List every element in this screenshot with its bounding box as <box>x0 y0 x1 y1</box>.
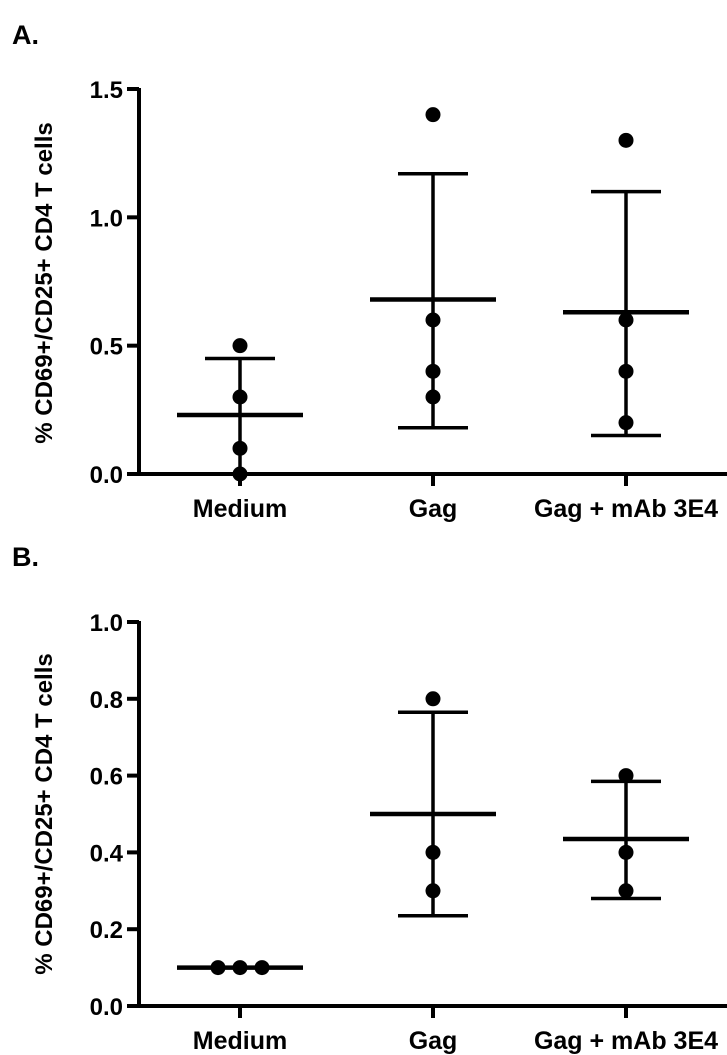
y-tick-label: 1.0 <box>90 205 123 232</box>
x-tick-label: Medium <box>193 495 287 523</box>
x-tick-label: Gag + mAb 3E4 <box>534 495 718 523</box>
data-point <box>425 312 441 328</box>
y-tick-label: 0.0 <box>90 462 123 489</box>
data-point <box>232 960 248 976</box>
data-point <box>618 883 634 899</box>
data-point <box>618 415 634 431</box>
x-tick-label: Gag + mAb 3E4 <box>534 1027 718 1055</box>
data-point <box>618 312 634 328</box>
data-point <box>618 768 634 784</box>
data-point <box>425 883 441 899</box>
y-tick-label: 0.0 <box>90 994 123 1021</box>
data-point <box>425 844 441 860</box>
data-point <box>618 363 634 379</box>
x-tick-label: Gag <box>409 495 458 523</box>
data-point <box>425 363 441 379</box>
panel-label: B. <box>12 542 39 572</box>
data-point <box>232 466 248 482</box>
y-axis-title: % CD69+/CD25+ CD4 T cells <box>31 653 58 974</box>
y-tick-label: 0.2 <box>90 917 123 944</box>
y-tick-label: 0.4 <box>90 840 124 867</box>
data-point <box>232 440 248 456</box>
data-point <box>618 132 634 148</box>
y-tick-label: 1.0 <box>90 610 123 637</box>
y-tick-label: 0.5 <box>90 334 123 361</box>
chart-panel-b: B. % CD69+/CD25+ CD4 T cells 0.0 0.2 0.4 0.6 0… <box>12 542 727 1055</box>
data-point <box>210 960 226 976</box>
data-point <box>232 338 248 354</box>
data-point <box>425 389 441 405</box>
panel-label: A. <box>12 20 39 50</box>
data-point <box>232 389 248 405</box>
data-point <box>618 844 634 860</box>
x-tick-label: Gag <box>409 1027 458 1055</box>
y-axis-title: % CD69+/CD25+ CD4 T cells <box>31 122 58 443</box>
y-tick-label: 0.6 <box>90 764 123 791</box>
data-point <box>425 691 441 707</box>
y-tick-label: 1.5 <box>90 77 123 104</box>
data-point <box>425 107 441 123</box>
data-point <box>254 960 270 976</box>
y-tick-label: 0.8 <box>90 687 123 714</box>
x-tick-label: Medium <box>193 1027 287 1055</box>
chart-panel-a: A. % CD69+/CD25+ CD4 T cells 0.0 0.5 1.0 1.5 M… <box>12 20 727 523</box>
